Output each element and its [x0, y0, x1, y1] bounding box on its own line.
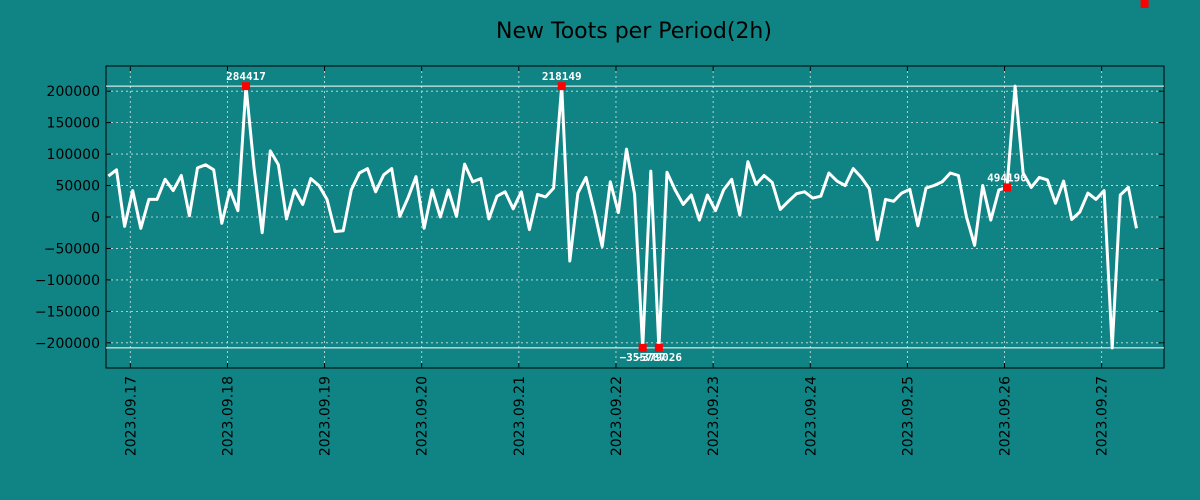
x-tick-label: 2023.09.24	[803, 376, 819, 456]
x-tick-label: 2023.09.18	[220, 376, 236, 456]
y-tick-label: −150000	[35, 304, 100, 320]
x-axis-ticks: 2023.09.17 2023.09.18 2023.09.19 2023.09.20…	[123, 66, 1111, 456]
x-tick-label: 2023.09.21	[512, 376, 528, 456]
y-tick-label: 50000	[55, 179, 100, 195]
y-tick-label: 200000	[47, 84, 100, 100]
chart-title: New Toots per Period(2h)	[496, 19, 772, 44]
grid	[106, 66, 1164, 368]
peak-marker	[242, 82, 251, 91]
peak-label: −459376	[1121, 0, 1168, 3]
series-line	[107, 84, 1138, 350]
x-tick-label: 2023.09.23	[706, 376, 722, 456]
clip-lines	[106, 85, 1164, 349]
y-tick-label: 0	[91, 210, 100, 226]
peak-label: −355787	[620, 351, 666, 364]
peak-annotations: 284417 218149 494190 −355787−379026 −459376	[226, 0, 1168, 364]
x-tick-label: 2023.09.19	[318, 376, 334, 456]
y-tick-label: −100000	[35, 273, 100, 289]
x-tick-label: 2023.09.27	[1095, 376, 1111, 456]
peak-marker	[1140, 0, 1149, 8]
y-tick-label: −200000	[35, 336, 100, 352]
y-tick-label: −50000	[44, 241, 100, 257]
x-tick-label: 2023.09.26	[998, 376, 1014, 456]
peak-marker	[1002, 183, 1011, 192]
peak-markers	[242, 0, 1149, 352]
peak-label: 218149	[542, 70, 582, 83]
y-axis-ticks: 200000 150000 100000 50000 0 −50000 −100000 −15…	[35, 84, 1164, 352]
peak-marker	[557, 82, 566, 91]
y-tick-label: 100000	[47, 147, 100, 163]
x-tick-label: 2023.09.20	[415, 376, 431, 456]
peak-marker	[638, 343, 647, 352]
peak-label: −379026	[636, 351, 683, 364]
x-tick-label: 2023.09.22	[609, 376, 625, 456]
y-tick-label: 150000	[47, 116, 100, 132]
x-tick-label: 2023.09.25	[900, 376, 916, 456]
x-tick-label: 2023.09.17	[123, 376, 139, 456]
peak-label: 284417	[226, 70, 266, 83]
peak-marker	[654, 343, 663, 352]
peak-label: 494190	[987, 171, 1027, 184]
